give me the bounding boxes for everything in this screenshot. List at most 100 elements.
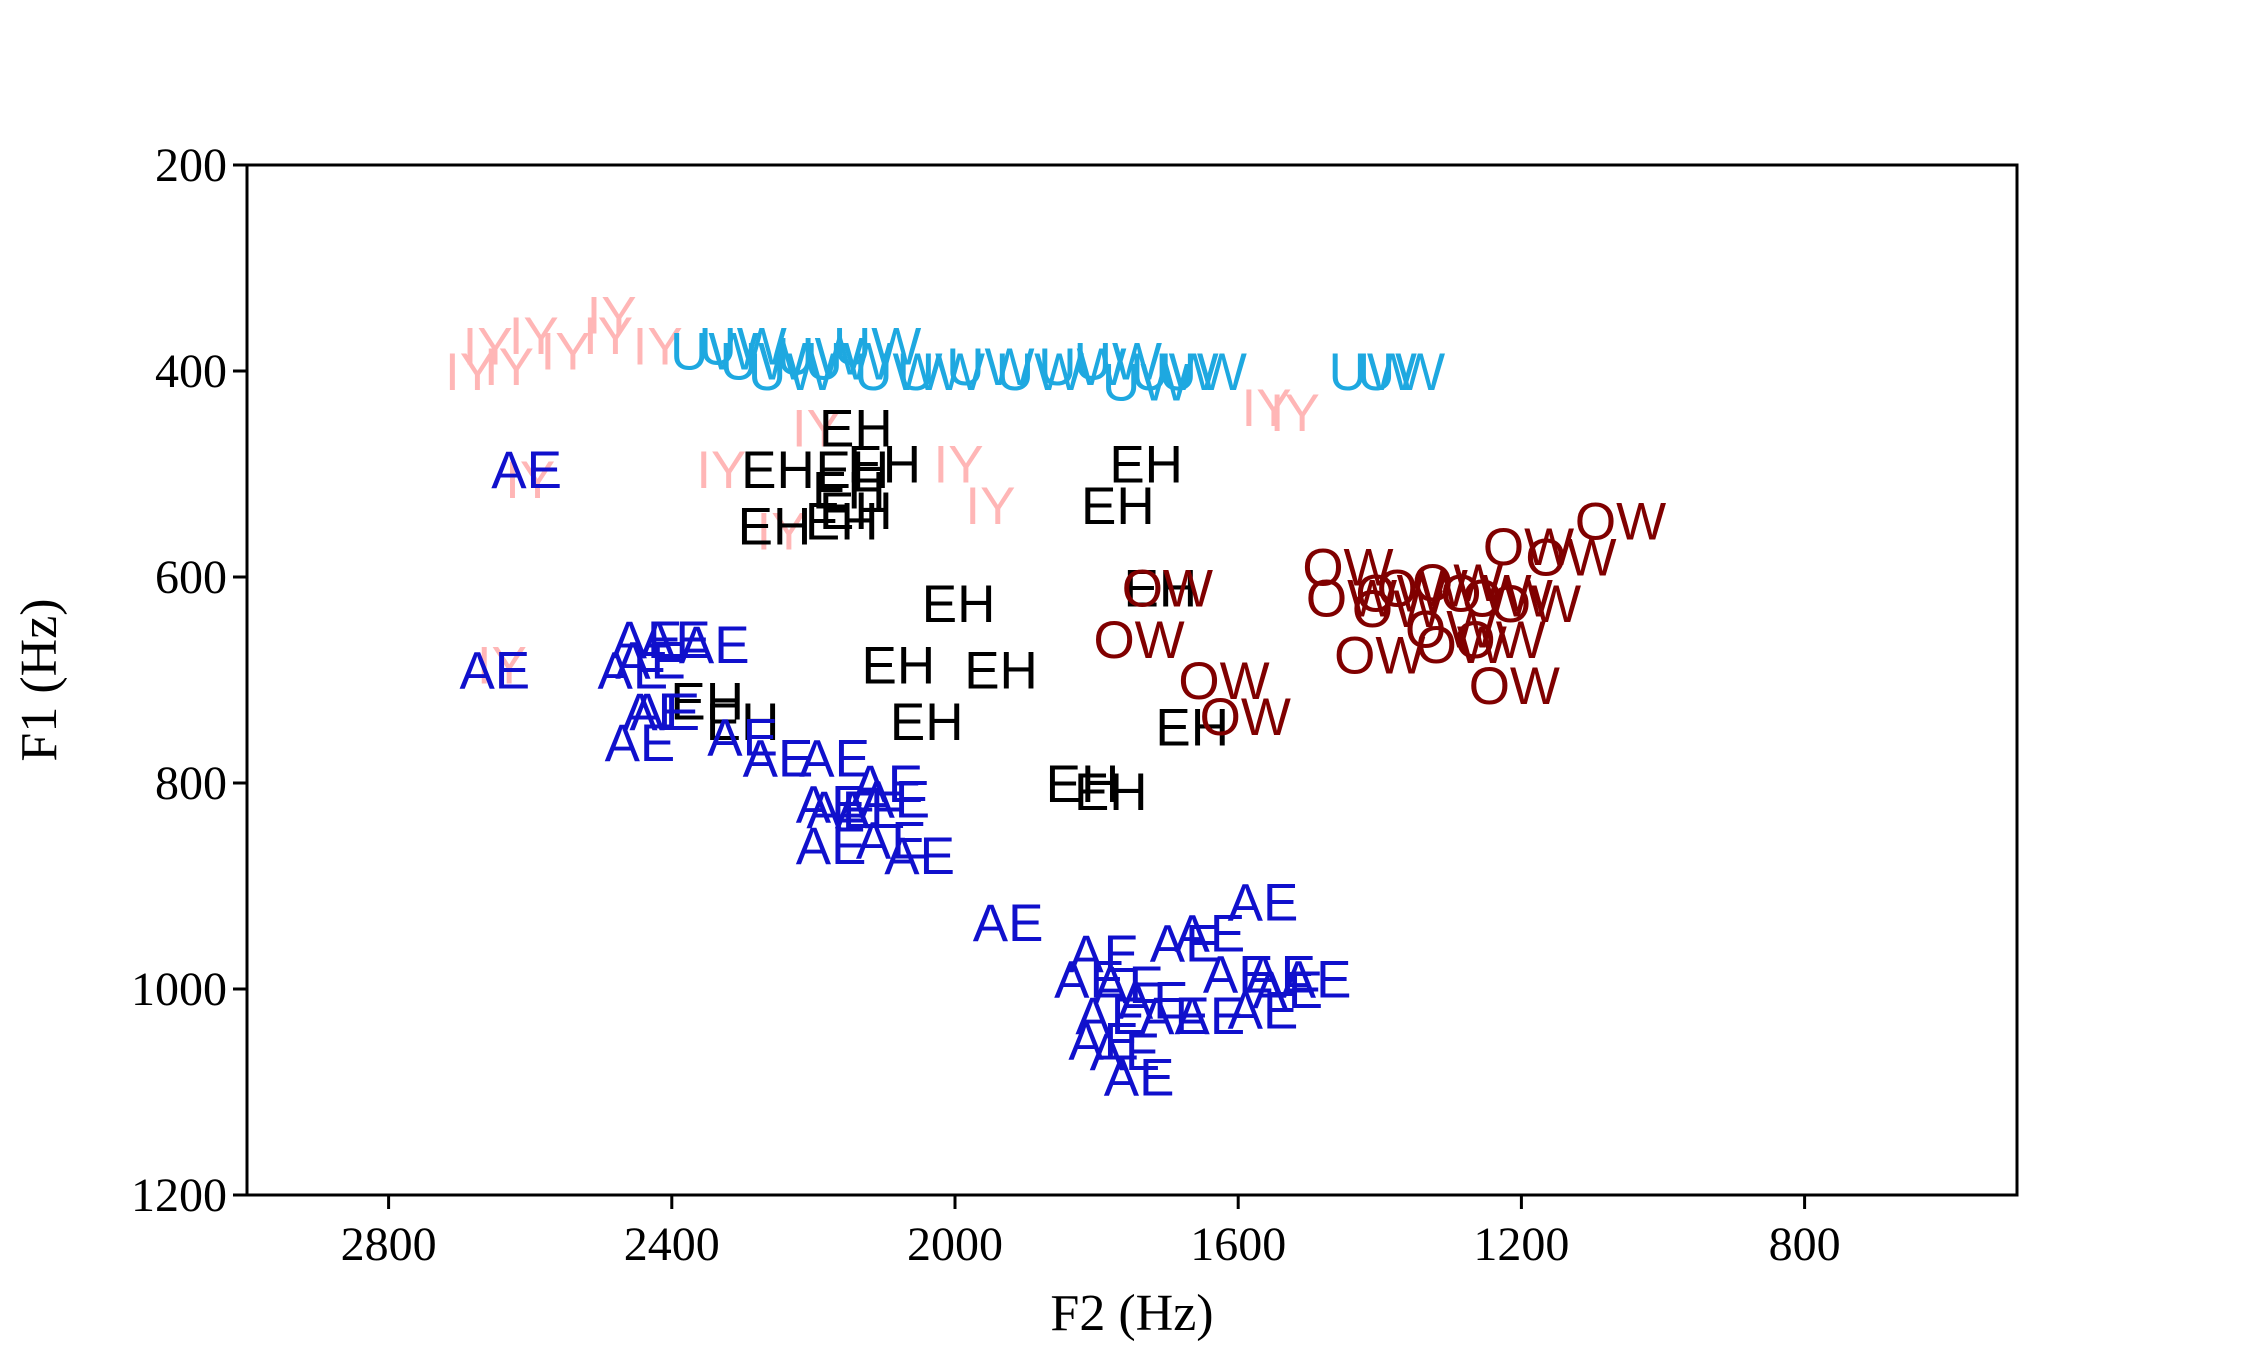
point-uw: UW xyxy=(748,343,836,402)
point-ae: AE xyxy=(459,642,530,701)
point-uw: UW xyxy=(698,317,786,376)
point-ow: OW xyxy=(1302,539,1393,598)
point-ow: OW xyxy=(1122,559,1213,618)
point-eh: EH xyxy=(1081,477,1155,536)
point-ae: AE xyxy=(856,812,927,871)
point-eh: EH xyxy=(847,436,921,495)
point-ow: OW xyxy=(1200,688,1291,747)
point-ae: AE xyxy=(612,611,683,670)
point-ow: OW xyxy=(1490,575,1581,634)
y-tick-label: 1000 xyxy=(131,963,227,1016)
point-ae: AE xyxy=(615,631,686,690)
point-eh: EH xyxy=(862,637,936,696)
point-ae: AE xyxy=(598,642,669,701)
point-ow: OW xyxy=(1462,570,1553,629)
point-ow: OW xyxy=(1377,559,1468,618)
point-uw: UW xyxy=(946,338,1034,397)
point-ae: AE xyxy=(1093,956,1164,1015)
point-eh: EH xyxy=(922,575,996,634)
point-eh: EH xyxy=(805,492,879,551)
point-ae: AE xyxy=(859,770,930,829)
point-iy: IY xyxy=(757,503,807,562)
point-iy: IY xyxy=(1241,379,1291,438)
x-tick-label: 800 xyxy=(1769,1218,1841,1271)
y-tick-label: 400 xyxy=(155,345,227,398)
point-ae: AE xyxy=(1281,951,1352,1010)
point-eh: EH xyxy=(1109,436,1183,495)
point-eh: EH xyxy=(964,642,1038,701)
point-iy: IY xyxy=(696,441,746,500)
point-uw: UW xyxy=(1102,353,1190,412)
y-axis-title: F1 (Hz) xyxy=(11,598,68,761)
point-ow: OW xyxy=(1575,492,1666,551)
point-ow: OW xyxy=(1483,518,1574,577)
x-tick-label: 2800 xyxy=(341,1218,437,1271)
x-tick-label: 2400 xyxy=(624,1218,720,1271)
point-iy: IY xyxy=(477,637,527,696)
point-eh: EH xyxy=(816,441,890,500)
point-eh: EH xyxy=(670,673,744,732)
y-axis: 200 400 600 800 1000 1200 xyxy=(131,139,247,1222)
point-ae: AE xyxy=(973,894,1044,953)
point-ae: AE xyxy=(629,683,700,742)
point-uw: UW xyxy=(720,333,808,392)
point-iy: IY xyxy=(583,307,633,366)
point-ow: OW xyxy=(1455,611,1546,670)
point-ae: AE xyxy=(1054,951,1125,1010)
point-ae: AE xyxy=(1139,987,1210,1046)
point-ae: AE xyxy=(1068,925,1139,984)
point-uw: UW xyxy=(1038,338,1126,397)
point-ae: AE xyxy=(1175,987,1246,1046)
point-eh: EH xyxy=(738,498,812,557)
point-ae: AE xyxy=(1203,946,1274,1005)
point-ae: AE xyxy=(1245,946,1316,1005)
point-eh: EH xyxy=(812,461,886,520)
point-ae: AE xyxy=(1252,961,1323,1020)
point-ae: AE xyxy=(622,683,693,742)
plot-frame xyxy=(245,163,2019,1197)
point-ae: AE xyxy=(640,611,711,670)
point-ow: OW xyxy=(1306,570,1397,629)
point-eh: EH xyxy=(890,693,964,752)
point-ow: OW xyxy=(1412,554,1503,613)
point-eh: EH xyxy=(819,400,893,459)
point-ae: AE xyxy=(605,714,676,773)
point-ow: OW xyxy=(1352,580,1443,639)
point-ae: AE xyxy=(796,776,867,835)
point-ae: AE xyxy=(679,616,750,675)
point-iy: IY xyxy=(505,451,555,510)
point-uw: UW xyxy=(897,343,985,402)
x-axis: 2800 2400 2000 1600 1200 800 xyxy=(341,1195,1841,1271)
point-ae: AE xyxy=(806,781,877,840)
point-eh: EH xyxy=(741,441,815,500)
point-eh: EH xyxy=(1123,559,1197,618)
point-ae: AE xyxy=(1228,873,1299,932)
point-ae: AE xyxy=(1068,1013,1139,1072)
point-uw: UW xyxy=(1130,343,1218,402)
point-ae: AE xyxy=(491,441,562,500)
point-ae: AE xyxy=(835,781,906,840)
point-ae: AE xyxy=(1104,1049,1175,1108)
point-iy: IY xyxy=(965,477,1015,536)
point-uw: UW xyxy=(776,328,864,387)
point-iy: IY xyxy=(484,338,534,397)
x-tick-label: 1600 xyxy=(1190,1218,1286,1271)
point-ae: AE xyxy=(1228,982,1299,1041)
point-ow: OW xyxy=(1405,601,1496,660)
y-tick-label: 600 xyxy=(155,551,227,604)
point-ae: AE xyxy=(1150,915,1221,974)
point-ae: AE xyxy=(743,729,814,788)
point-iy: IY xyxy=(1270,384,1320,443)
point-iy: IY xyxy=(792,400,842,459)
point-ow: OW xyxy=(1093,611,1184,670)
point-ae: AE xyxy=(852,755,923,814)
point-uw: UW xyxy=(854,343,942,402)
point-eh: EH xyxy=(1046,755,1120,814)
y-tick-label: 800 xyxy=(155,757,227,810)
point-uw: UW xyxy=(1159,343,1247,402)
point-uw: UW xyxy=(996,343,1084,402)
point-ow: OW xyxy=(1440,564,1531,623)
